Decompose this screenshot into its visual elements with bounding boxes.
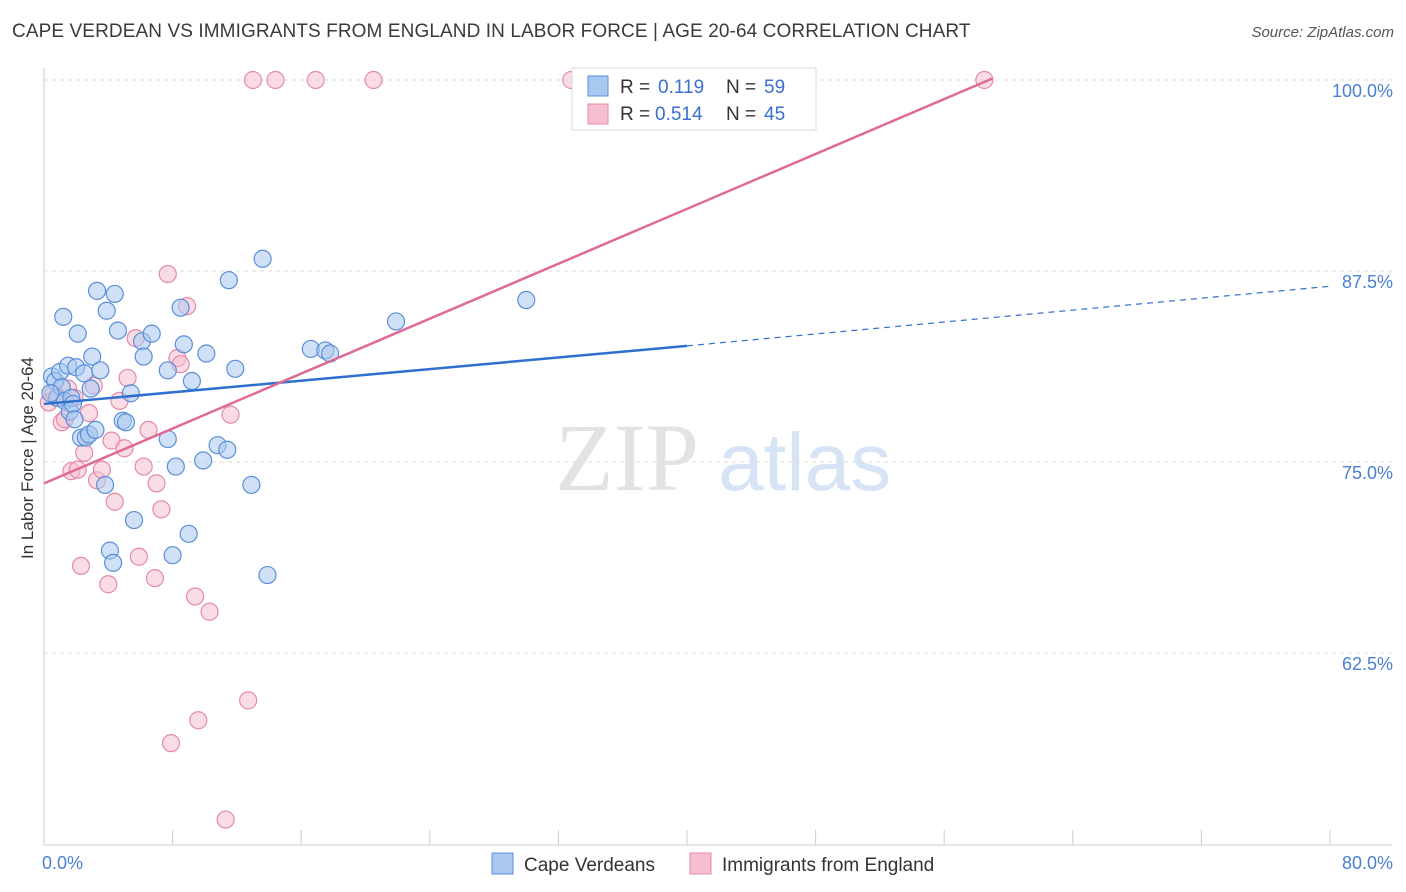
x-ticks bbox=[172, 830, 1331, 845]
legend-r-value-2: 0.514 bbox=[655, 104, 703, 125]
data-point bbox=[218, 440, 237, 459]
data-point bbox=[124, 510, 144, 530]
trendline-cape-verdeans bbox=[43, 344, 688, 406]
bottom-legend-swatch-blue bbox=[491, 852, 514, 875]
data-point bbox=[174, 335, 193, 354]
data-point bbox=[158, 264, 177, 284]
data-point bbox=[81, 379, 100, 398]
data-point bbox=[116, 413, 136, 432]
data-point bbox=[71, 556, 91, 576]
data-point bbox=[134, 347, 153, 366]
data-point bbox=[87, 281, 107, 300]
gridlines bbox=[44, 79, 1392, 654]
data-point bbox=[91, 361, 110, 380]
data-point bbox=[83, 347, 102, 366]
y-axis-label: In Labor Force | Age 20-64 bbox=[18, 357, 37, 559]
legend-box bbox=[571, 67, 817, 131]
data-point bbox=[65, 410, 84, 429]
y-tick-label: 75.0% bbox=[1342, 463, 1393, 483]
legend-n-value-2: 45 bbox=[764, 104, 785, 125]
data-point bbox=[163, 546, 182, 565]
data-point bbox=[186, 587, 205, 606]
bottom-legend-label-immigrants: Immigrants from England bbox=[722, 855, 934, 876]
data-point bbox=[92, 460, 111, 479]
bottom-legend-swatch-pink bbox=[689, 852, 712, 875]
data-point bbox=[179, 524, 198, 543]
data-point bbox=[99, 575, 118, 594]
data-point bbox=[129, 547, 148, 566]
data-point bbox=[197, 344, 216, 363]
data-point bbox=[239, 691, 258, 710]
data-point bbox=[226, 359, 245, 378]
data-point bbox=[75, 364, 94, 383]
legend-n-value-1: 59 bbox=[764, 77, 785, 98]
source-label: Source: ZipAtlas.com bbox=[1251, 24, 1394, 41]
x-tick-label-max: 80.0% bbox=[1342, 853, 1393, 873]
data-point bbox=[86, 420, 105, 440]
data-point bbox=[258, 565, 277, 585]
legend-r-label-2: R = bbox=[620, 104, 650, 125]
y-tick-label: 87.5% bbox=[1342, 272, 1393, 292]
x-tick-label-min: 0.0% bbox=[42, 853, 83, 873]
data-point bbox=[171, 298, 190, 317]
data-point bbox=[194, 451, 213, 470]
data-point bbox=[63, 394, 83, 414]
data-point bbox=[166, 457, 185, 476]
data-point bbox=[517, 290, 536, 310]
data-point bbox=[253, 249, 272, 268]
data-point bbox=[118, 368, 137, 388]
y-tick-label: 100.0% bbox=[1332, 81, 1393, 101]
data-point bbox=[386, 312, 406, 331]
data-point bbox=[147, 474, 166, 493]
data-point bbox=[97, 301, 116, 320]
data-point bbox=[105, 284, 124, 304]
data-point bbox=[221, 405, 240, 424]
legend-r-label-1: R = bbox=[620, 77, 650, 98]
data-point bbox=[200, 602, 219, 621]
y-tick-label: 62.5% bbox=[1342, 654, 1393, 674]
data-point bbox=[134, 457, 153, 476]
data-point bbox=[145, 569, 165, 588]
data-point bbox=[189, 711, 208, 730]
watermark-zip: ZIP bbox=[555, 404, 699, 511]
data-point bbox=[41, 384, 60, 403]
data-point bbox=[121, 384, 140, 403]
legend-swatch-blue bbox=[587, 75, 609, 97]
legend-swatch-pink bbox=[587, 103, 609, 125]
data-point bbox=[161, 734, 181, 753]
data-point bbox=[104, 553, 123, 572]
legend-r-value-1: 0.119 bbox=[658, 77, 704, 98]
data-point bbox=[216, 810, 235, 829]
data-point bbox=[54, 307, 73, 326]
series-cape-verdeans bbox=[41, 249, 536, 585]
data-point bbox=[364, 70, 383, 90]
data-point bbox=[182, 371, 201, 391]
data-point bbox=[142, 324, 161, 343]
data-point bbox=[306, 70, 325, 90]
legend-n-label-1: N = bbox=[726, 77, 756, 98]
legend-n-label-2: N = bbox=[726, 104, 756, 125]
chart-title: CAPE VERDEAN VS IMMIGRANTS FROM ENGLAND … bbox=[12, 21, 971, 42]
data-point bbox=[95, 475, 115, 495]
trendline-immigrants-from-england bbox=[43, 77, 993, 485]
data-point bbox=[75, 443, 94, 462]
legend: R = 0.119 N = 59 R = 0.514 N = 45 bbox=[571, 67, 817, 131]
data-point bbox=[108, 321, 128, 340]
data-point bbox=[266, 70, 285, 90]
trendlines bbox=[43, 77, 1331, 485]
axes bbox=[43, 68, 1392, 846]
bottom-legend: Cape Verdeans Immigrants from England bbox=[491, 852, 934, 876]
data-point bbox=[158, 361, 177, 380]
data-point bbox=[219, 271, 238, 290]
trendline-cape-verdeans-projection bbox=[686, 285, 1331, 347]
data-point bbox=[243, 70, 263, 90]
data-point bbox=[152, 500, 171, 519]
data-point bbox=[242, 475, 261, 495]
y-tick-labels: 62.5% 75.0% 87.5% 100.0% bbox=[1332, 81, 1393, 674]
bottom-legend-label-cape-verdeans: Cape Verdeans bbox=[524, 855, 655, 876]
data-point bbox=[68, 324, 87, 343]
data-point bbox=[105, 492, 124, 511]
